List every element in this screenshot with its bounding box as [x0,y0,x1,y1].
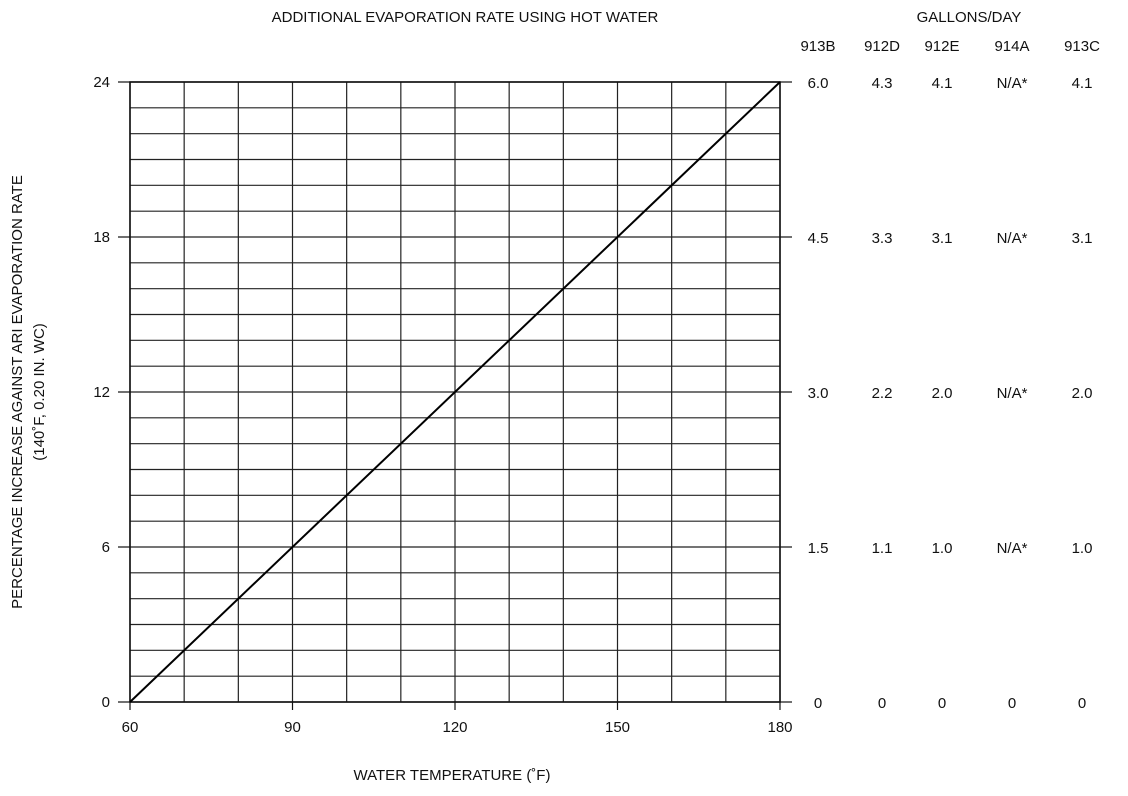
right-table-value: 6.0 [808,75,829,92]
right-table-value: 1.5 [808,540,829,557]
right-table-value: 0 [878,695,886,712]
right-table-value: 4.5 [808,230,829,247]
right-table-value: N/A* [997,540,1028,557]
right-table-value: 0 [938,695,946,712]
right-table-value: 4.1 [1072,75,1093,92]
y-axis-label: PERCENTAGE INCREASE AGAINST ARI EVAPORAT… [9,175,26,609]
y-tick-label: 6 [102,539,110,556]
right-table-value: 2.0 [1072,385,1093,402]
right-table-value: 3.0 [808,385,829,402]
right-table-value: 3.1 [1072,230,1093,247]
y-tick-label: 0 [102,694,110,711]
right-table-value: N/A* [997,385,1028,402]
series [129,81,781,703]
y-tick-label: 18 [93,229,110,246]
gallons-table: 913B 912D 912E 914A 913C 6.0 4.3 4.1 N/A* 4.1 4.5 3… [780,38,1100,712]
right-table-value: 0 [1008,695,1016,712]
right-table-value: 2.0 [932,385,953,402]
right-table-value: 2.2 [872,385,893,402]
y-tick-label: 24 [93,74,110,91]
right-table-column-header: 912D [864,38,900,55]
right-table-column-header: 914A [994,38,1029,55]
right-table-value: 3.3 [872,230,893,247]
right-table-value: 4.3 [872,75,893,92]
right-table-value: 3.1 [932,230,953,247]
x-tick-label: 120 [442,719,467,736]
right-table-value: N/A* [997,75,1028,92]
right-table-column-header: 913C [1064,38,1100,55]
right-table-value: 4.1 [932,75,953,92]
x-tick-label: 180 [767,719,792,736]
right-table-value: 1.1 [872,540,893,557]
series-line [129,81,781,703]
x-axis-label: WATER TEMPERATURE (˚F) [354,767,551,784]
right-axis-title: GALLONS/DAY [917,9,1022,26]
axis-ticks: 60 90 120 150 180 0 6 12 18 24 [93,74,792,736]
x-tick-label: 60 [122,719,139,736]
right-table-value: 1.0 [1072,540,1093,557]
right-table-value: 1.0 [932,540,953,557]
right-table-value: 0 [814,695,822,712]
y-axis-label-sub: (140˚F, 0.20 IN. WC) [31,323,48,461]
x-tick-label: 150 [605,719,630,736]
y-tick-label: 12 [93,384,110,401]
right-table-value: 0 [1078,695,1086,712]
right-table-value: N/A* [997,230,1028,247]
right-table-column-header: 913B [800,38,835,55]
right-table-column-header: 912E [924,38,959,55]
chart-title: ADDITIONAL EVAPORATION RATE USING HOT WA… [272,9,659,26]
x-tick-label: 90 [284,719,301,736]
